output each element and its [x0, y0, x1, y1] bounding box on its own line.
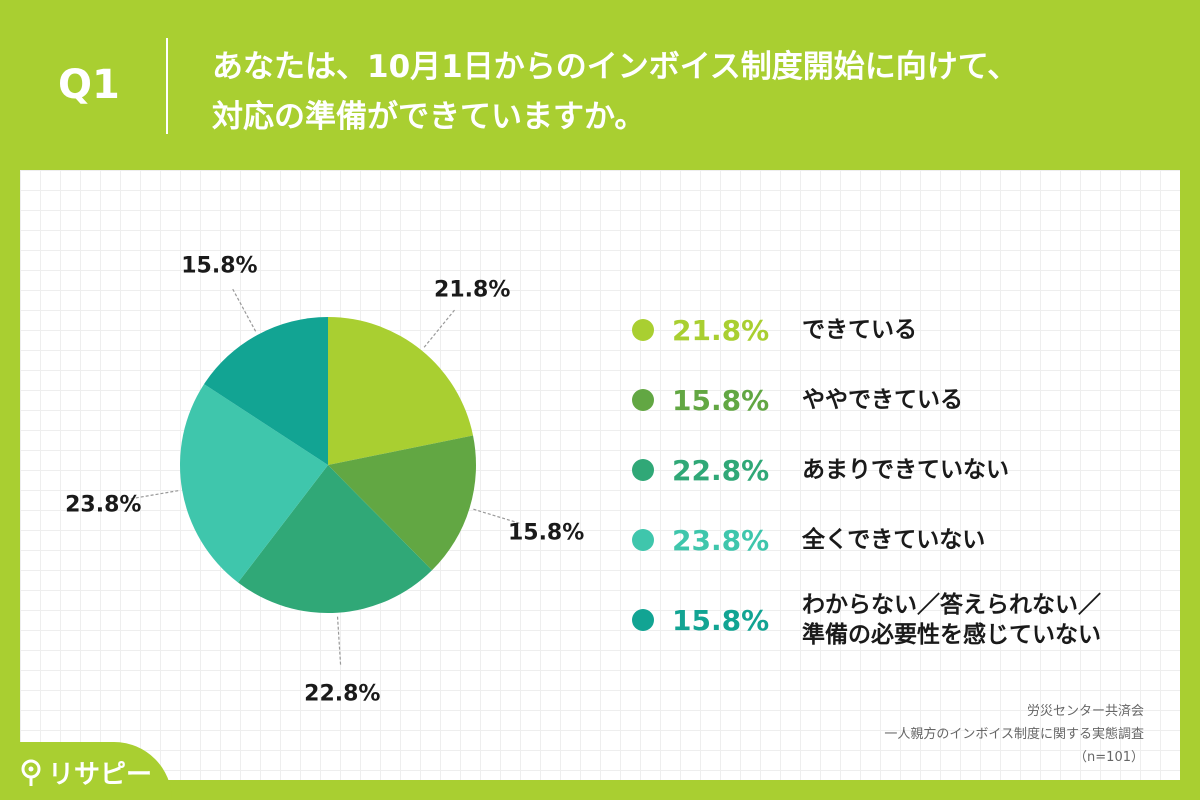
legend-dot-1 [632, 319, 654, 341]
leader-line-3 [336, 616, 342, 665]
legend-pct-2: 15.8% [672, 383, 770, 417]
pie-slice-3 [238, 465, 432, 613]
legend-pct-1: 21.8% [672, 313, 770, 347]
legend-label-5: わからない／答えられない／ 準備の必要性を感じていない [802, 590, 1101, 650]
legend-pct-4: 23.8% [672, 523, 770, 557]
brand-tab [0, 742, 172, 800]
legend-item-1: 21.8% できている [632, 310, 917, 350]
legend-item-2: 15.8% ややできている [632, 380, 963, 420]
pie-slice-5 [204, 317, 328, 465]
source-line-3: （n=101） [1074, 750, 1144, 765]
data-label-3: 22.8% [304, 682, 380, 707]
source-note: 労災センター共済会 一人親方のインボイス制度に関する実態調査 （n=101） [884, 700, 1144, 769]
header-divider [166, 38, 168, 134]
leader-line-1 [423, 309, 455, 348]
legend-item-4: 23.8% 全くできていない [632, 520, 985, 560]
pie-slice-4 [180, 384, 328, 583]
pin-icon [21, 759, 41, 786]
source-line-1: 労災センター共済会 [1026, 704, 1144, 719]
question-number: Q1 [58, 62, 120, 108]
legend-dot-3 [632, 459, 654, 481]
data-label-1: 21.8% [434, 277, 510, 302]
legend-pct-5: 15.8% [672, 603, 770, 637]
question-header: Q1 あなたは、10月1日からのインボイス制度開始に向けて、 対応の準備ができて… [0, 0, 1200, 170]
legend-label-1: できている [802, 317, 917, 343]
legend-dot-2 [632, 389, 654, 411]
legend-pct-3: 22.8% [672, 453, 770, 487]
question-text: あなたは、10月1日からのインボイス制度開始に向けて、 対応の準備ができています… [212, 42, 1172, 142]
data-label-5: 15.8% [181, 254, 257, 279]
legend-label-3: あまりできていない [802, 457, 1009, 483]
brand-logo: リサピー [20, 754, 152, 791]
legend-label-4: 全くできていない [802, 527, 986, 553]
legend-label-2: ややできている [802, 387, 963, 413]
leader-line-5 [232, 288, 257, 332]
leader-line-2 [473, 508, 520, 524]
brand-name: リサピー [48, 760, 153, 790]
legend-item-3: 22.8% あまりできていない [632, 450, 1009, 490]
question-line-1: あなたは、10月1日からのインボイス制度開始に向けて、 [212, 49, 1019, 85]
legend-label-5-line-2: 準備の必要性を感じていない [802, 622, 1101, 648]
data-label-4: 23.8% [65, 492, 141, 517]
question-line-2: 対応の準備ができていますか。 [212, 99, 646, 135]
legend-dot-4 [632, 529, 654, 551]
pie-slice-1 [328, 317, 474, 465]
legend-item-5: 15.8% わからない／答えられない／ 準備の必要性を感じていない [632, 585, 1101, 655]
legend-label-5-line-1: わからない／答えられない／ [802, 592, 1101, 618]
source-line-2: 一人親方のインボイス制度に関する実態調査 [884, 727, 1144, 742]
pie-chart: 21.8% 15.8% 22.8% 23.8% 15.8% [65, 254, 584, 707]
pie-slice-2 [328, 435, 476, 571]
leader-line-4 [130, 490, 179, 500]
chart-panel: 21.8% 15.8% 22.8% 23.8% 15.8% 21.8% できている 15… [20, 170, 1180, 780]
data-label-2: 15.8% [508, 520, 584, 545]
legend-dot-5 [632, 609, 654, 631]
